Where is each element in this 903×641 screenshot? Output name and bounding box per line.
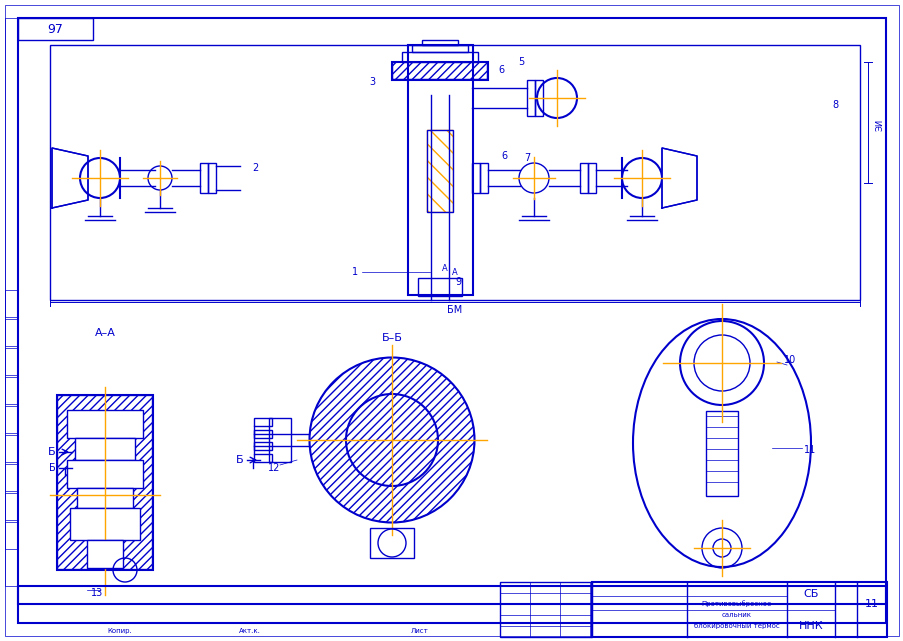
Text: СБ: СБ [803, 589, 818, 599]
Bar [5, 464, 18, 491]
Text: 8: 8 [831, 100, 837, 110]
Text: А: А [452, 267, 457, 276]
Text: 12: 12 [267, 463, 280, 473]
Bar [5, 290, 18, 317]
Bar [402, 52, 478, 62]
Bar [5, 18, 18, 586]
Text: 2: 2 [252, 163, 258, 173]
Bar [18, 18, 93, 40]
Text: БМ: БМ [447, 305, 462, 315]
Text: Копир.: Копир. [107, 628, 132, 634]
Bar [426, 130, 452, 212]
Bar [705, 411, 737, 496]
Text: 10: 10 [783, 355, 796, 365]
Bar [70, 508, 140, 540]
Bar [369, 528, 414, 558]
Bar [535, 80, 543, 116]
Bar [392, 62, 488, 80]
Bar [5, 406, 18, 433]
Text: 7: 7 [524, 153, 529, 163]
Bar [254, 454, 272, 462]
Bar [526, 80, 535, 116]
Bar [77, 488, 133, 508]
Bar [208, 163, 216, 193]
Text: сальник: сальник [721, 612, 751, 618]
Bar [393, 62, 487, 79]
Bar [426, 130, 452, 212]
Bar [479, 163, 488, 193]
Text: Б: Б [49, 463, 55, 473]
Text: Б: Б [48, 447, 56, 457]
Bar [591, 582, 886, 637]
Text: 5: 5 [517, 57, 524, 67]
Bar [87, 540, 123, 568]
Bar [407, 45, 472, 295]
Text: 6: 6 [498, 65, 504, 75]
Bar [254, 430, 272, 438]
Bar [5, 319, 18, 346]
Bar [67, 460, 143, 488]
Bar [5, 435, 18, 462]
Bar [67, 410, 143, 438]
Text: 6: 6 [500, 151, 507, 161]
Bar [412, 45, 468, 52]
Text: Противовыбросное: Противовыбросное [701, 601, 771, 608]
Text: Лист: Лист [411, 628, 428, 634]
Bar [200, 163, 208, 193]
Text: 11: 11 [864, 599, 878, 609]
Text: Акт.к.: Акт.к. [238, 628, 261, 634]
Bar [471, 163, 479, 193]
Text: 97: 97 [47, 22, 63, 35]
Bar [5, 522, 18, 549]
Text: Б: Б [236, 455, 244, 465]
Text: 9: 9 [454, 277, 461, 287]
Text: А–А: А–А [95, 328, 116, 338]
Bar [417, 278, 461, 296]
Bar [5, 377, 18, 404]
Bar [587, 163, 595, 193]
Bar [580, 163, 587, 193]
Bar [75, 438, 135, 460]
Polygon shape [661, 148, 696, 208]
Bar [18, 586, 885, 623]
Bar [499, 582, 591, 637]
Bar [254, 418, 272, 426]
Bar [269, 418, 291, 462]
Bar [254, 442, 272, 450]
Text: блокировочный термос: блокировочный термос [694, 622, 779, 629]
Text: ННК: ННК [798, 621, 823, 631]
Text: 13: 13 [91, 588, 103, 598]
Text: А: А [442, 263, 447, 272]
Bar [50, 45, 859, 300]
Polygon shape [52, 148, 88, 208]
Bar [422, 40, 458, 45]
Text: Б–Б: Б–Б [381, 333, 402, 343]
Bar [5, 348, 18, 375]
Bar [58, 396, 152, 569]
Bar [5, 493, 18, 520]
Text: ЭИ: ЭИ [874, 119, 883, 131]
Text: 3: 3 [368, 77, 375, 87]
Ellipse shape [346, 394, 438, 486]
Bar [57, 395, 153, 570]
Text: 1: 1 [351, 267, 358, 277]
Text: 11: 11 [803, 445, 815, 455]
